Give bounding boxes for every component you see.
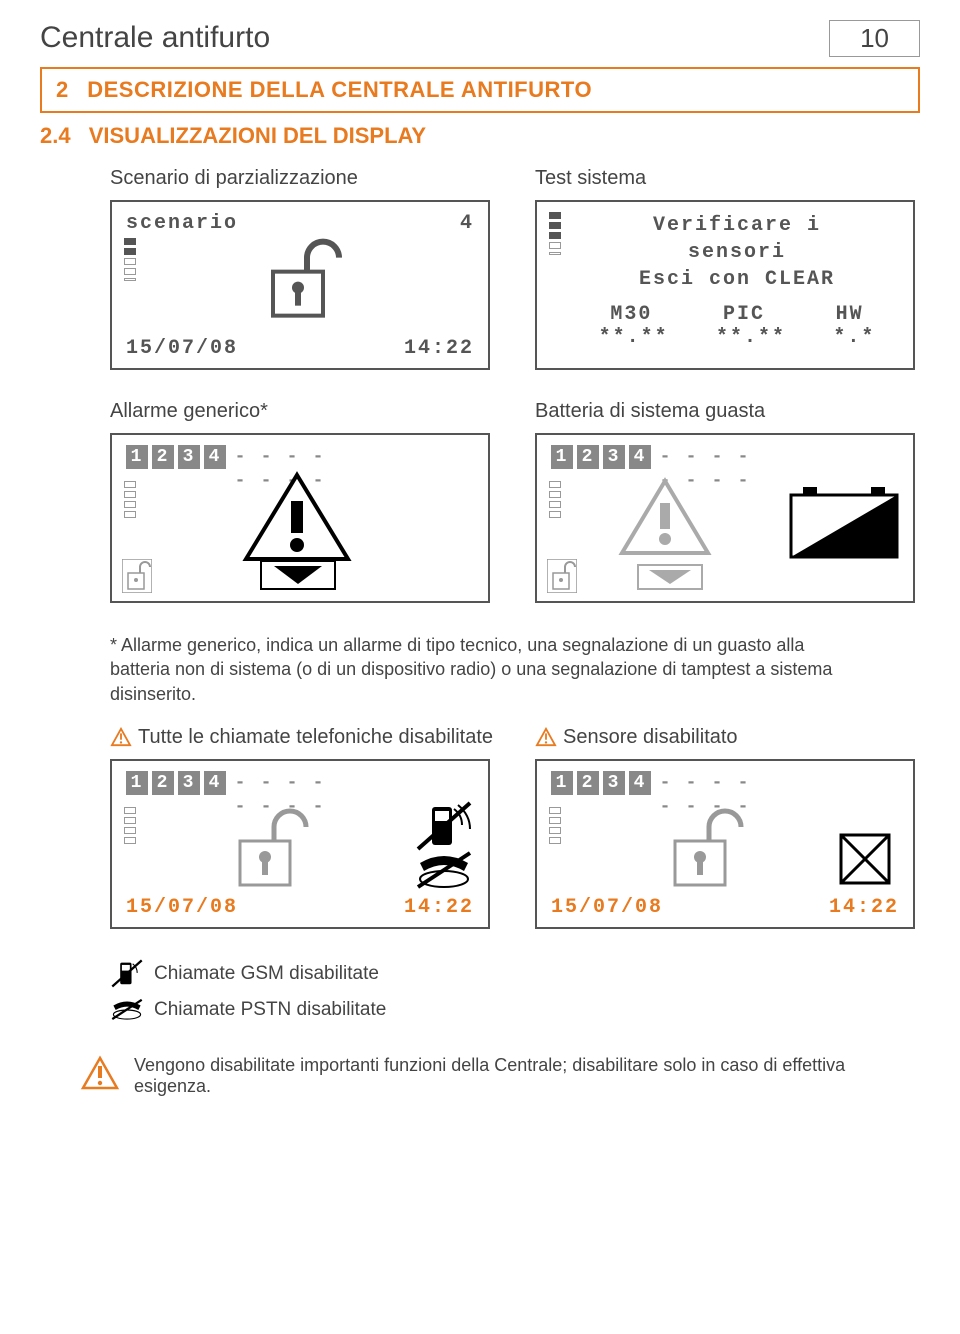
zone-3: 3	[178, 771, 200, 795]
test-col3h: HW	[836, 303, 864, 326]
zone-row: 1 2 3 4 --------	[126, 771, 474, 795]
sensor-crossed-icon	[837, 831, 893, 894]
zone-4: 4	[629, 445, 651, 469]
lcd-sensor: 1 2 3 4 -------- 15/07/08 1	[535, 759, 915, 929]
scenario-value: 4	[460, 212, 474, 235]
test-line1: Verificare i	[575, 212, 899, 239]
test-line2: sensori	[575, 239, 899, 266]
alarm-label: Allarme generico*	[110, 400, 495, 423]
warning-triangle-icon	[242, 471, 352, 573]
phone-pstn-crossed-icon	[414, 851, 474, 898]
phone-gsm-crossed-icon	[110, 959, 144, 989]
down-arrow-icon	[260, 560, 336, 597]
zone-2: 2	[152, 445, 174, 469]
battery-icon: − +	[789, 485, 899, 567]
down-arrow-grey-icon	[637, 564, 703, 597]
small-lock-icon	[547, 559, 577, 593]
signal-bars-icon	[124, 481, 136, 518]
zone-2: 2	[577, 445, 599, 469]
sensor-label: Sensore disabilitato	[535, 726, 920, 749]
zone-2: 2	[577, 771, 599, 795]
test-col3v: *.*	[833, 326, 875, 349]
test-col2h: PIC	[723, 303, 765, 326]
legend-gsm-text: Chiamate GSM disabilitate	[154, 963, 379, 985]
lcd-calls: 1 2 3 4 --------	[110, 759, 490, 929]
unlocked-padlock-grey-icon	[657, 801, 747, 898]
asterisk-note: * Allarme generico, indica un allarme di…	[110, 633, 860, 706]
sensor-label-text: Sensore disabilitato	[563, 726, 738, 749]
test-col1v: **.**	[599, 326, 669, 349]
signal-bars-icon	[549, 212, 561, 255]
page-header: Centrale antifurto 10	[40, 20, 920, 57]
calls-label-text: Tutte le chiamate telefoniche disabilita…	[138, 726, 493, 749]
unlocked-padlock-grey-icon	[222, 801, 312, 898]
calls-date: 15/07/08	[126, 896, 238, 919]
zone-row: 1 2 3 4 --------	[551, 771, 899, 795]
doc-title: Centrale antifurto	[40, 21, 270, 55]
warning-orange-large-icon	[80, 1055, 120, 1091]
zone-row: 1 2 3 4 --------	[126, 445, 474, 469]
signal-bars-icon	[124, 238, 136, 281]
warning-triangle-grey-icon	[617, 477, 712, 566]
lcd-test: Verificare i sensori Esci con CLEAR M30 …	[535, 200, 915, 370]
unlocked-padlock-icon	[255, 232, 345, 329]
svg-text:−: −	[805, 501, 818, 521]
test-col1h: M30	[610, 303, 652, 326]
zone-4: 4	[629, 771, 651, 795]
test-line3: Esci con CLEAR	[575, 266, 899, 293]
scenario-text: scenario	[126, 212, 238, 235]
legend-pstn-text: Chiamate PSTN disabilitate	[154, 999, 386, 1021]
section-num: 2	[56, 77, 69, 102]
zone-1: 1	[126, 771, 148, 795]
sensor-date: 15/07/08	[551, 896, 663, 919]
section-box: 2 DESCRIZIONE DELLA CENTRALE ANTIFURTO	[40, 67, 920, 113]
battery-label: Batteria di sistema guasta	[535, 400, 920, 423]
subsection-num: 2.4	[40, 123, 71, 148]
sensor-time: 14:22	[829, 896, 899, 919]
scenario-date: 15/07/08	[126, 337, 238, 360]
phone-pstn-crossed-icon	[110, 995, 144, 1025]
signal-bars-icon	[549, 481, 561, 518]
zone-3: 3	[178, 445, 200, 469]
test-label: Test sistema	[535, 167, 920, 190]
test-col2v: **.**	[716, 326, 786, 349]
zone-1: 1	[551, 445, 573, 469]
lcd-battery: 1 2 3 4 -------- − +	[535, 433, 915, 603]
footer-note-text: Vengono disabilitate importanti funzioni…	[134, 1055, 880, 1097]
zone-2: 2	[152, 771, 174, 795]
small-lock-icon	[122, 559, 152, 593]
legend-gsm: Chiamate GSM disabilitate	[110, 959, 920, 989]
scenario-time: 14:22	[404, 337, 474, 360]
warning-orange-icon	[110, 727, 132, 747]
scenario-datetime: 15/07/08 14:22	[126, 337, 474, 360]
lcd-scenario: scenario 4 15/07/08 14:22	[110, 200, 490, 370]
lcd-alarm: 1 2 3 4 --------	[110, 433, 490, 603]
zone-row: 1 2 3 4 --------	[551, 445, 899, 469]
zone-4: 4	[204, 771, 226, 795]
signal-bars-icon	[124, 807, 136, 844]
calls-datetime: 15/07/08 14:22	[126, 896, 474, 919]
section-title: DESCRIZIONE DELLA CENTRALE ANTIFURTO	[87, 77, 592, 102]
svg-text:+: +	[877, 501, 890, 521]
zone-1: 1	[551, 771, 573, 795]
subsection: 2.4 VISUALIZZAZIONI DEL DISPLAY	[40, 123, 920, 149]
footer-note: Vengono disabilitate importanti funzioni…	[80, 1055, 880, 1097]
warning-orange-icon	[535, 727, 557, 747]
calls-time: 14:22	[404, 896, 474, 919]
zone-1: 1	[126, 445, 148, 469]
zone-3: 3	[603, 771, 625, 795]
scenario-label: Scenario di parzializzazione	[110, 167, 495, 190]
sensor-datetime: 15/07/08 14:22	[551, 896, 899, 919]
page-number: 10	[829, 20, 920, 57]
zone-3: 3	[603, 445, 625, 469]
subsection-title: VISUALIZZAZIONI DEL DISPLAY	[89, 123, 426, 148]
calls-label: Tutte le chiamate telefoniche disabilita…	[110, 726, 495, 749]
legend-pstn: Chiamate PSTN disabilitate	[110, 995, 920, 1025]
zone-4: 4	[204, 445, 226, 469]
signal-bars-icon	[549, 807, 561, 844]
